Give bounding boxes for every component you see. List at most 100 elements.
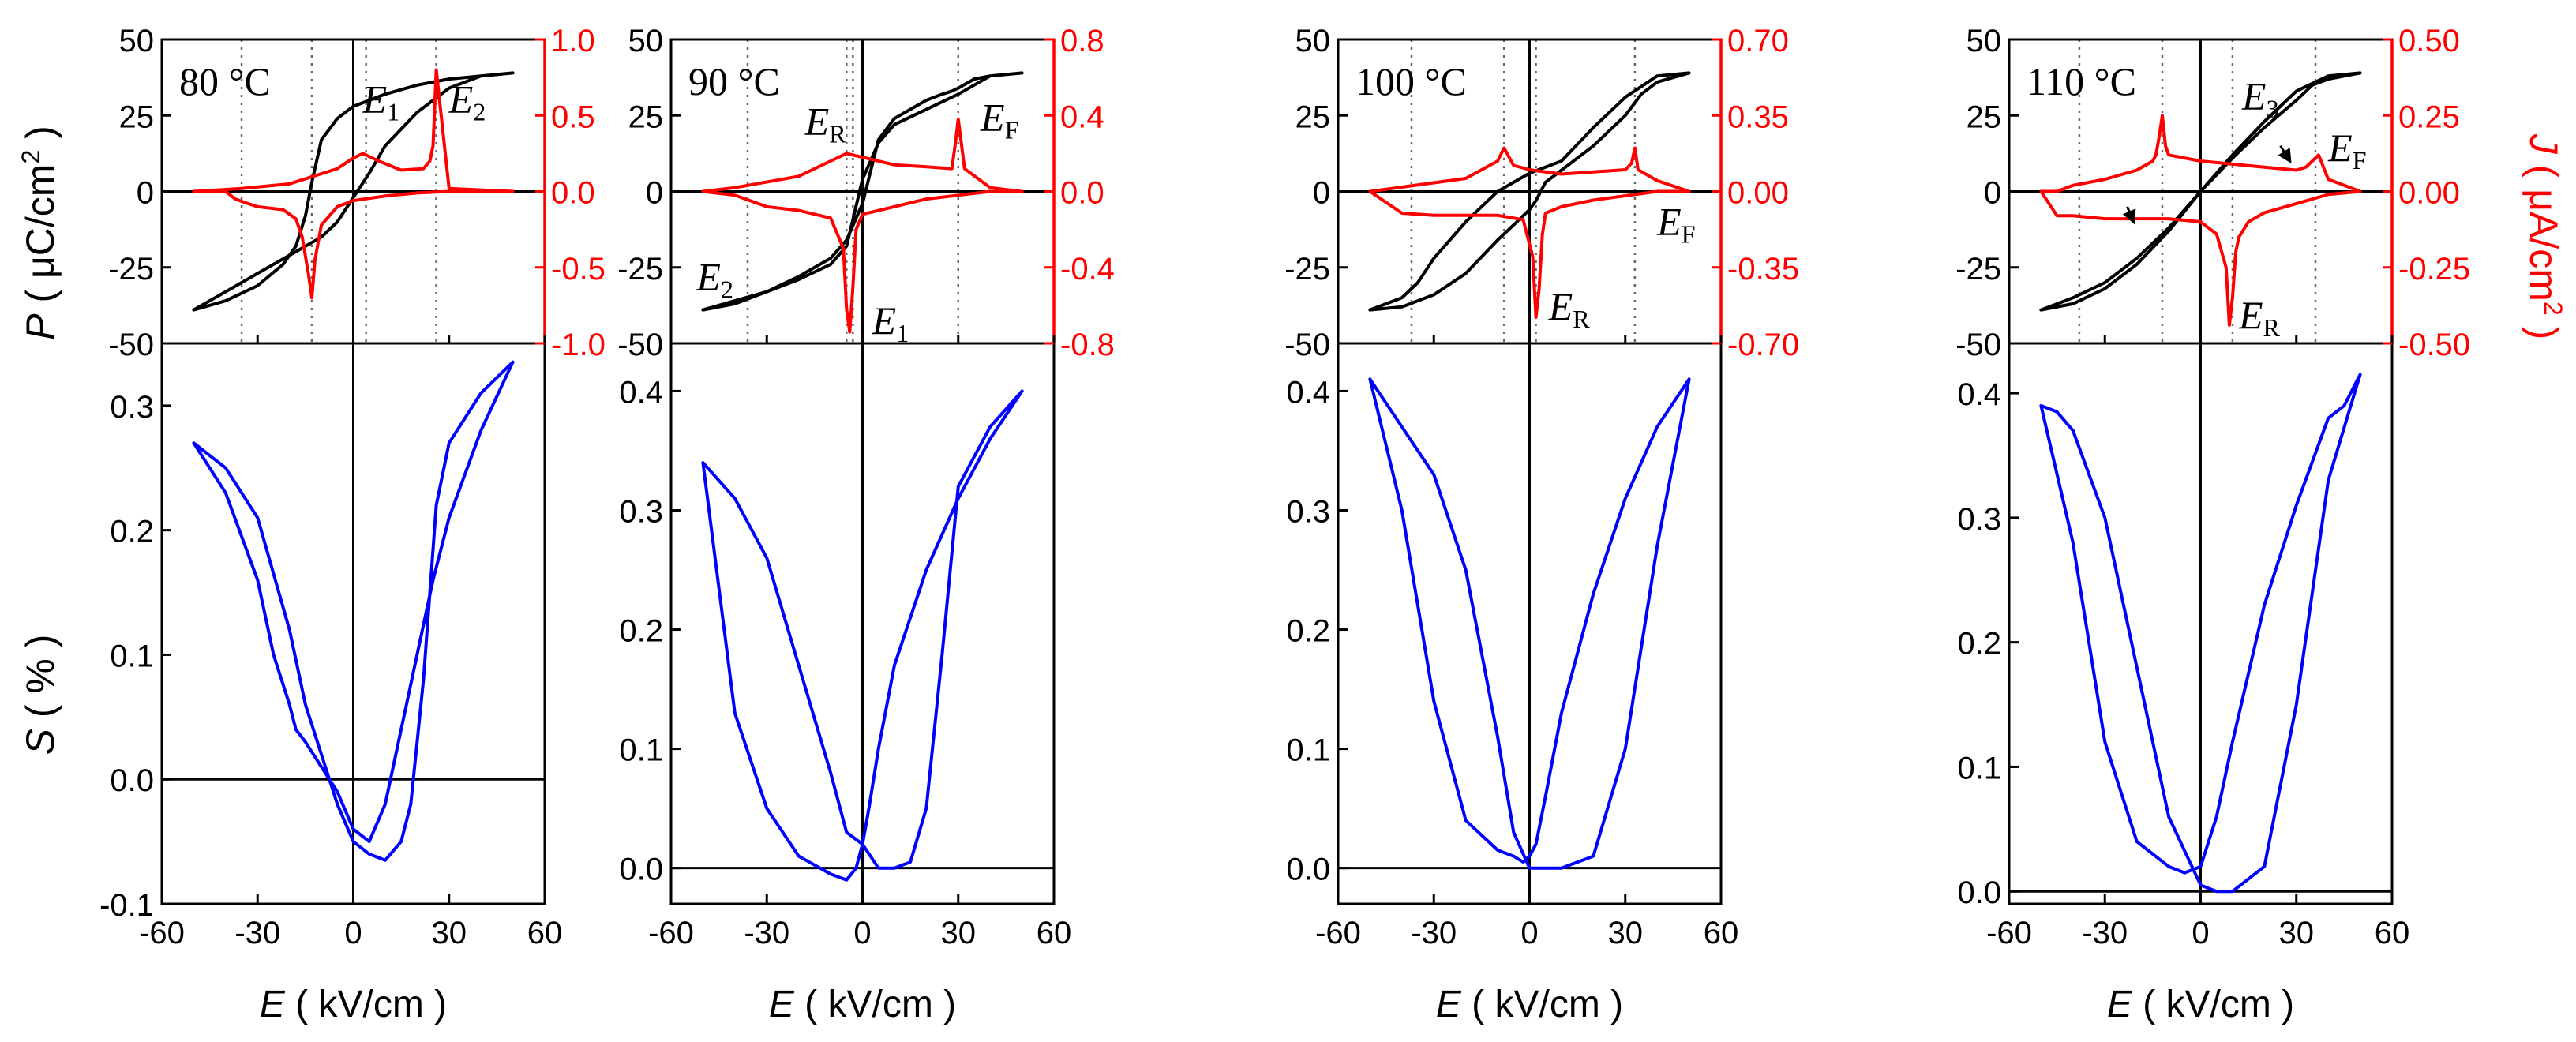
s-tick-label: 0.4 <box>619 375 663 410</box>
j-tick-label: -0.70 <box>1727 328 1799 362</box>
x-axis-label: E ( kV/cm ) <box>1436 984 1623 1025</box>
p-e-loop-line <box>1368 71 1691 312</box>
annotation-base: E <box>696 255 721 299</box>
p-tick-label: 50 <box>628 24 664 58</box>
s-tick-label: 0.1 <box>1286 733 1330 768</box>
x-tick-label: 30 <box>2279 916 2315 950</box>
s-e-loop-line <box>1368 377 1691 870</box>
p-e-loop-line <box>2039 71 2362 312</box>
panel-title: 80 °C <box>179 59 271 103</box>
x-axis-label: E ( kV/cm ) <box>260 984 447 1025</box>
s-e-loop-line <box>2039 373 2362 894</box>
x-tick-label: 0 <box>853 916 871 950</box>
x-tick-label: 0 <box>344 916 362 950</box>
j-tick-label: 0.35 <box>1727 99 1789 134</box>
s-tick-label: 0.0 <box>1286 853 1330 887</box>
j-tick-label: 0.0 <box>551 176 595 211</box>
j-axis-label: J ( μA/cm2 ) <box>2522 133 2567 339</box>
x-axis-label-var: E <box>2107 984 2133 1025</box>
s-tick-label: 0.1 <box>110 639 154 673</box>
s-tick-label: 0.2 <box>110 515 154 549</box>
j-tick-label: 0.25 <box>2398 99 2460 134</box>
j-tick-label: -0.50 <box>2398 328 2470 362</box>
j-tick-label: 0.50 <box>2398 24 2460 58</box>
x-tick-label: -60 <box>1986 916 2032 950</box>
j-tick-label: 0.8 <box>1060 24 1104 58</box>
s-tick-label: 0.0 <box>619 853 663 887</box>
panel-2: 50 25 0 -25 -50 0.8 0.4 0.0 -0.4 -0.8 0.4 0.3 0.2 0.1… <box>617 24 1115 1025</box>
arrow-left <box>2122 206 2136 225</box>
p-tick-label: 0 <box>1984 176 2001 211</box>
p-tick-label: 0 <box>1313 176 1330 211</box>
x-tick-label: -30 <box>1411 916 1457 950</box>
p-e-loop-line <box>192 71 515 312</box>
annotation-sub: F <box>1682 220 1696 249</box>
s-e-loop-line <box>701 389 1024 882</box>
annotation-ER: ER <box>2238 293 2281 342</box>
j-tick-label: 0.70 <box>1727 24 1789 58</box>
s-tick-label: 0.3 <box>1957 502 2001 537</box>
panel-1: 50 25 0 -25 -50 1.0 0.5 0.0 -0.5 -1.0 0.3 0.2 0.1 0.0… <box>99 24 606 1025</box>
p-tick-label: 50 <box>119 24 155 58</box>
annotation-sub: R <box>829 119 846 148</box>
p-axis-label: P ( μC/cm2 ) <box>17 126 62 340</box>
p-tick-label: -50 <box>1955 328 2001 362</box>
annotation-sub: 2 <box>473 97 486 126</box>
p-tick-label: -25 <box>108 252 154 287</box>
j-tick-label: 0.4 <box>1060 99 1104 134</box>
p-tick-label: 25 <box>119 99 155 134</box>
annotation-E2: E2 <box>696 255 733 304</box>
p-tick-label: -50 <box>108 328 154 362</box>
annotation-base: E <box>362 77 388 121</box>
annotation-sub: F <box>1005 116 1019 144</box>
j-e-curve-line <box>701 118 1024 334</box>
p-tick-label: -25 <box>1284 252 1330 287</box>
s-tick-label: 0.3 <box>110 390 154 425</box>
x-axis-label-unit: ( kV/cm ) <box>285 984 447 1025</box>
annotation-E2: E2 <box>448 77 486 126</box>
p-tick-label: -25 <box>1955 252 2001 287</box>
x-tick-label: -30 <box>234 916 280 950</box>
annotation-base: E <box>872 298 897 343</box>
s-axis-label: S ( % ) <box>18 635 62 755</box>
x-tick-label: 0 <box>2192 916 2209 950</box>
annotation-ER: ER <box>1548 284 1591 333</box>
j-e-curve-line <box>1368 146 1691 319</box>
x-axis-label-unit: ( kV/cm ) <box>794 984 956 1025</box>
j-tick-label: 0.00 <box>2398 176 2460 211</box>
annotation-base: E <box>2238 293 2263 337</box>
p-tick-label: -50 <box>1284 328 1330 362</box>
j-tick-label: -1.0 <box>551 328 606 362</box>
x-tick-label: 30 <box>432 916 467 950</box>
x-axis-label-var: E <box>1436 984 1462 1025</box>
arrow-right <box>2278 144 2292 164</box>
j-tick-label: -0.5 <box>551 252 606 287</box>
annotation-sub: 1 <box>387 97 399 126</box>
j-tick-label: -0.35 <box>1727 252 1799 287</box>
p-tick-label: 25 <box>1295 99 1331 134</box>
p-tick-label: -50 <box>617 328 663 362</box>
annotation-base: E <box>1656 200 1682 244</box>
x-axis-label-unit: ( kV/cm ) <box>1461 984 1623 1025</box>
annotation-sub: F <box>2353 146 2367 174</box>
s-tick-label: 0.2 <box>1286 614 1330 649</box>
x-axis-label-var: E <box>769 984 795 1025</box>
p-tick-label: 0 <box>646 176 663 211</box>
panels-layer: 50250-25-501.00.50.0-0.5-1.00.30.20.10.0… <box>99 24 2470 1025</box>
x-tick-label: 30 <box>941 916 977 950</box>
s-tick-label: 0.0 <box>110 763 154 798</box>
p-tick-label: 50 <box>1295 24 1331 58</box>
panel-title: 90 °C <box>688 59 780 103</box>
annotation-base: E <box>980 96 1005 140</box>
s-tick-label: -0.1 <box>99 888 154 923</box>
j-tick-label: -0.25 <box>2398 252 2470 287</box>
p-tick-label: 0 <box>137 176 154 211</box>
annotation-sub: 1 <box>896 319 909 347</box>
j-tick-label: 1.0 <box>551 24 595 58</box>
panel-title: 100 °C <box>1355 59 1467 103</box>
annotation-sub: 2 <box>721 275 733 304</box>
x-tick-label: -60 <box>139 916 185 950</box>
s-tick-label: 0.3 <box>619 494 663 529</box>
x-tick-label: 30 <box>1608 916 1644 950</box>
